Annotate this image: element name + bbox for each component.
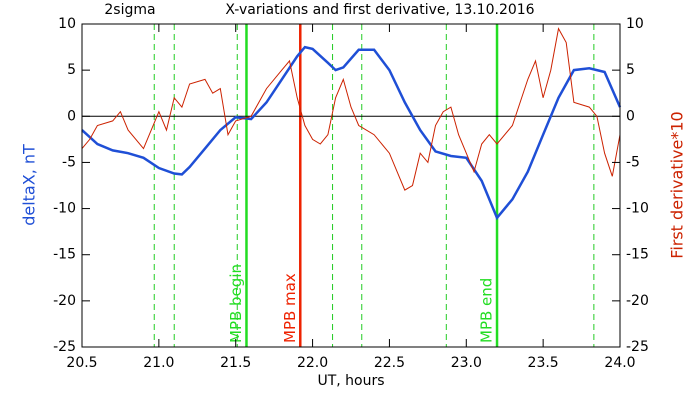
chart-subtitle: 2sigma <box>104 2 155 18</box>
y2-tick-label: -25 <box>626 339 649 355</box>
data-line <box>81 45 622 221</box>
x-tick-label: 20.5 <box>66 355 97 371</box>
x-tick-label: 22.0 <box>297 355 328 371</box>
y-tick-label: -10 <box>53 201 76 217</box>
y-tick-label: 10 <box>58 16 76 32</box>
y2-tick-label: 10 <box>626 16 644 32</box>
y-axis-label: deltaX, nT <box>20 144 39 226</box>
x-tick-label: 22.5 <box>374 355 405 371</box>
plot-frame <box>81 23 621 348</box>
x-tick-label: 24.0 <box>604 355 635 371</box>
y-tick-label: -25 <box>53 339 76 355</box>
y2-tick-label: -10 <box>626 201 649 217</box>
y2-tick-label: -15 <box>626 247 649 263</box>
chart-title: X-variations and first derivative, 13.10… <box>225 2 534 18</box>
x-tick-label: 23.0 <box>451 355 482 371</box>
x-axis-label: UT, hours <box>317 373 384 389</box>
marker-label: MPB max <box>281 273 299 343</box>
marker-label: MPB end <box>478 278 496 343</box>
y-tick-label: -5 <box>62 154 76 170</box>
y-tick-label: -20 <box>53 293 76 309</box>
x-tick-label: 23.5 <box>528 355 559 371</box>
y2-tick-label: -20 <box>626 293 649 309</box>
x-tick-label: 21.5 <box>220 355 251 371</box>
data-line <box>81 27 621 191</box>
y2-tick-label: 5 <box>626 62 635 78</box>
marker-label: MPB begin <box>227 264 245 343</box>
y2-axis-label: First derivative*10 <box>668 111 687 258</box>
y-tick-label: -15 <box>53 247 76 263</box>
y2-tick-label: -5 <box>626 154 640 170</box>
y2-tick-label: 0 <box>626 108 635 124</box>
x-tick-label: 21.0 <box>143 355 174 371</box>
y-tick-label: 0 <box>67 108 76 124</box>
y-tick-label: 5 <box>67 62 76 78</box>
